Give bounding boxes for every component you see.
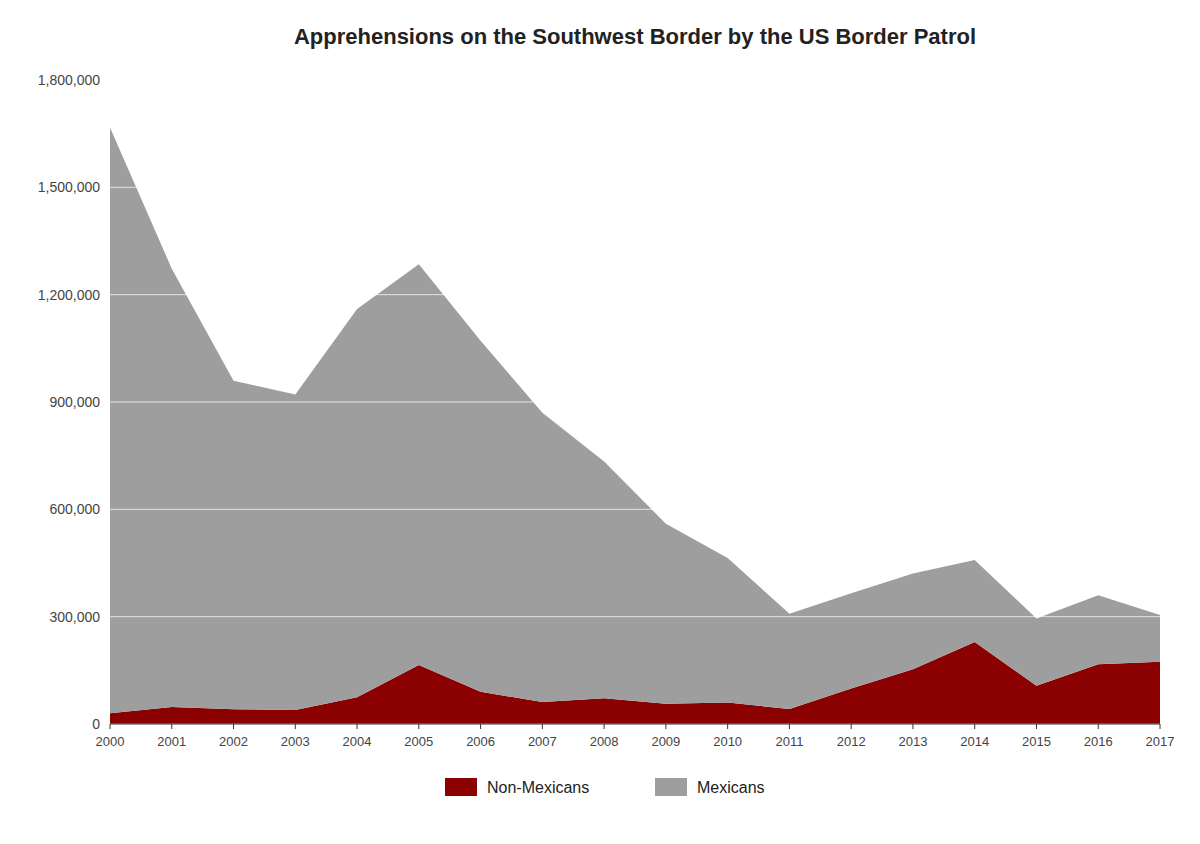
grid-line [110, 509, 1160, 510]
x-tick [233, 724, 234, 729]
x-tick-label: 2001 [157, 734, 186, 749]
chart-container: Apprehensions on the Southwest Border by… [0, 0, 1200, 844]
y-axis: 0 300,000 600,000 900,000 1,200,000 1,500,000… [38, 72, 1160, 732]
x-tick-label: 2017 [1146, 734, 1175, 749]
x-tick [480, 724, 481, 729]
area-series [110, 128, 1160, 714]
legend-label: Non-Mexicans [487, 779, 589, 796]
x-tick [851, 724, 852, 729]
grid-line [110, 294, 1160, 295]
grid-line [110, 187, 1160, 188]
x-tick-label: 2005 [404, 734, 433, 749]
y-tick-label: 0 [92, 716, 100, 732]
x-tick [1036, 724, 1037, 729]
x-axis-line [110, 724, 1160, 725]
x-tick-label: 2007 [528, 734, 557, 749]
grid-line [110, 80, 1160, 81]
x-tick-label: 2013 [898, 734, 927, 749]
x-tick-label: 2002 [219, 734, 248, 749]
legend: Non-Mexicans Mexicans [445, 778, 765, 796]
legend-swatch [445, 778, 477, 796]
legend-swatch [655, 778, 687, 796]
x-tick-label: 2011 [775, 734, 803, 749]
x-tick [974, 724, 975, 729]
y-tick-label: 900,000 [49, 394, 100, 410]
title: Apprehensions on the Southwest Border by… [294, 24, 976, 49]
x-tick-label: 2012 [837, 734, 866, 749]
data-area [110, 128, 1160, 724]
x-tick [604, 724, 605, 729]
x-tick-label: 2000 [96, 734, 125, 749]
grid-line [110, 616, 1160, 617]
x-tick-label: 2015 [1022, 734, 1051, 749]
x-axis: 2000 2001 2002 2003 2004 2005 2006 2007 2008 2009… [96, 724, 1175, 749]
y-tick-label: 1,500,000 [38, 179, 100, 195]
chart-svg: Apprehensions on the Southwest Border by… [0, 0, 1200, 844]
x-tick-label: 2008 [590, 734, 619, 749]
grid-line [110, 724, 1160, 725]
x-tick [912, 724, 913, 729]
x-tick [727, 724, 728, 729]
x-tick [789, 724, 790, 729]
x-tick-label: 2004 [343, 734, 372, 749]
x-tick-label: 2016 [1084, 734, 1113, 749]
x-tick-label: 2006 [466, 734, 495, 749]
y-tick-label: 600,000 [49, 501, 100, 517]
x-tick [171, 724, 172, 729]
x-tick [665, 724, 666, 729]
y-tick-label: 1,200,000 [38, 287, 100, 303]
x-tick [418, 724, 419, 729]
y-tick-label: 1,800,000 [38, 72, 100, 88]
x-tick [357, 724, 358, 729]
x-tick-label: 2009 [651, 734, 680, 749]
x-tick-label: 2003 [281, 734, 310, 749]
legend-label: Mexicans [697, 779, 765, 796]
y-tick-label: 300,000 [49, 609, 100, 625]
x-tick [295, 724, 296, 729]
x-tick [1098, 724, 1099, 729]
x-tick [110, 724, 111, 729]
x-tick [1160, 724, 1161, 729]
background [0, 0, 1200, 844]
grid-line [110, 402, 1160, 403]
x-tick-label: 2010 [713, 734, 742, 749]
x-tick-label: 2014 [960, 734, 989, 749]
x-tick [542, 724, 543, 729]
